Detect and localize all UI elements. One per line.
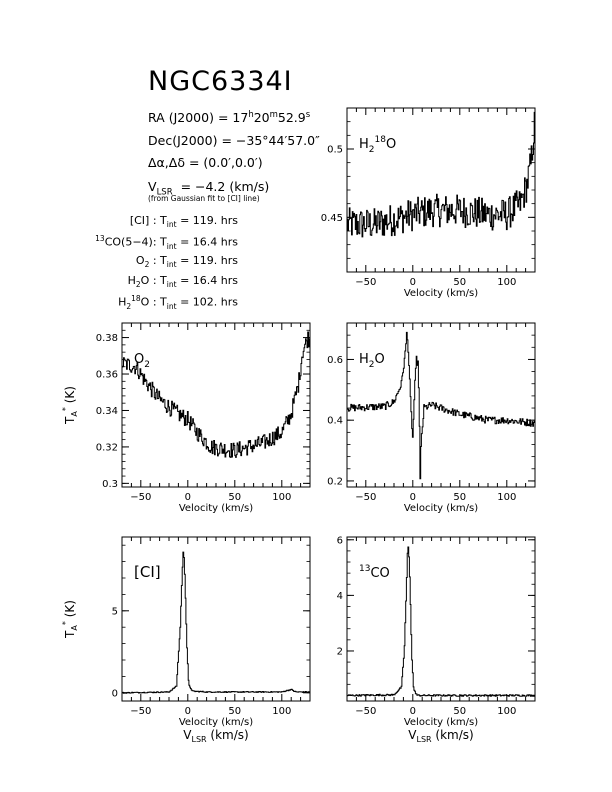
plot-frame (346, 107, 536, 273)
y-tick-label: 0 (112, 688, 118, 699)
x-tick-label: 100 (497, 277, 516, 288)
y-axis-label: TA* (K) (61, 600, 79, 639)
x-tick-label: 50 (228, 706, 241, 717)
x-tick-label: 50 (228, 492, 241, 503)
x-axis-label: Velocity (km/s) (404, 288, 478, 299)
y-tick-label: 0.6 (327, 355, 343, 366)
y-tick-label: 0.45 (321, 213, 343, 224)
y-tick-label: 0.36 (96, 370, 118, 381)
y-tick-label: 0.4 (327, 416, 343, 427)
x-tick-label: 50 (453, 277, 466, 288)
x-tick-label: −50 (130, 492, 151, 503)
x-tick-label: 0 (410, 492, 416, 503)
y-tick-label: 0.2 (327, 476, 343, 487)
x-tick-label: 50 (453, 706, 466, 717)
dec-line: Dec(J2000) = −35°44′57.0″ (148, 133, 320, 148)
plot-frame (346, 536, 536, 702)
vlsr-line: VLSR = −4.2 (km/s) (148, 179, 270, 198)
chart-panel-13co: −50 0 50 100 2 4 6 13CO Velocity (km/s)VLSR (km/… (337, 535, 536, 744)
x-axis-label-vlsr: VLSR (km/s) (183, 728, 248, 744)
int-line-h2o: H2O : Tint = 16.4 hrs (127, 274, 238, 290)
panel-label-13co: 13CO (359, 564, 390, 581)
int-line-o2: O2 : Tint = 119. hrs (135, 254, 238, 270)
x-tick-label: −50 (355, 277, 376, 288)
x-tick-label: 100 (497, 706, 516, 717)
offset-line: Δα,Δδ = (0.0′,0.0′) (148, 155, 263, 170)
x-tick-label: 50 (453, 492, 466, 503)
x-axis-label: Velocity (km/s) (404, 717, 478, 728)
spectrum-line-h218o (347, 111, 536, 238)
x-tick-label: 100 (497, 492, 516, 503)
y-axis-label: TA* (K) (61, 386, 79, 425)
panel-label-h218o: H218O (359, 135, 396, 155)
y-tick-label: 2 (337, 646, 343, 657)
x-axis-label: Velocity (km/s) (179, 503, 253, 514)
x-tick-label: 0 (185, 706, 191, 717)
chart-panel-o2: −50 0 50 100 0.3 0.32 0.34 0.36 0.38 O2 Velocity (… (61, 322, 311, 514)
y-tick-label: 0.32 (96, 442, 118, 453)
plot-frame (121, 322, 311, 488)
x-tick-label: 100 (272, 706, 291, 717)
vlsr-note: (from Gaussian fit to [CI] line) (148, 194, 260, 203)
y-tick-label: 6 (337, 535, 343, 546)
spectrum-line-13co (347, 546, 536, 697)
panel-label-h2o: H2O (359, 352, 385, 370)
x-axis-label: Velocity (km/s) (404, 503, 478, 514)
x-axis-label-vlsr: VLSR (km/s) (408, 728, 473, 744)
x-tick-label: 0 (410, 277, 416, 288)
panel-label-o2: O2 (134, 352, 150, 370)
plot-frame (121, 536, 311, 702)
int-line-h218o: H218O : Tint = 102. hrs (118, 294, 238, 311)
spectrum-line-o2 (122, 331, 311, 458)
x-tick-label: 0 (410, 706, 416, 717)
x-tick-label: 100 (272, 492, 291, 503)
x-tick-label: −50 (355, 492, 376, 503)
int-line-ci: [CI] : Tint = 119. hrs (129, 214, 238, 230)
x-tick-label: 0 (185, 492, 191, 503)
ra-line: RA (J2000) = 17h20m52.9s (148, 110, 311, 126)
spectrum-line-ci (122, 551, 310, 694)
y-tick-label: 0.5 (327, 145, 343, 156)
spectrum-line-h2o (347, 331, 536, 480)
y-tick-label: 0.38 (96, 333, 118, 344)
y-tick-label: 4 (337, 591, 343, 602)
x-tick-label: −50 (355, 706, 376, 717)
chart-panel-h2o: −50 0 50 100 0.2 0.4 0.6 H2O Velocity (km/s) (327, 322, 536, 514)
page-title: NGC6334I (148, 66, 293, 97)
y-tick-label: 0.34 (96, 406, 118, 417)
chart-panel-ci: −50 0 50 100 0 5 [CI] Velocity (km/s)VLSR (km/s… (61, 536, 311, 744)
panel-label-ci: [CI] (134, 563, 161, 581)
y-tick-label: 5 (112, 606, 118, 617)
chart-panel-h218o: −50 0 50 100 0.45 0.5 H218O Velocity (km/s) (321, 107, 536, 299)
y-tick-label: 0.3 (102, 479, 118, 490)
x-tick-label: −50 (130, 706, 151, 717)
x-axis-label: Velocity (km/s) (179, 717, 253, 728)
int-line-13co: 13CO(5−4): Tint = 16.4 hrs (95, 234, 238, 251)
